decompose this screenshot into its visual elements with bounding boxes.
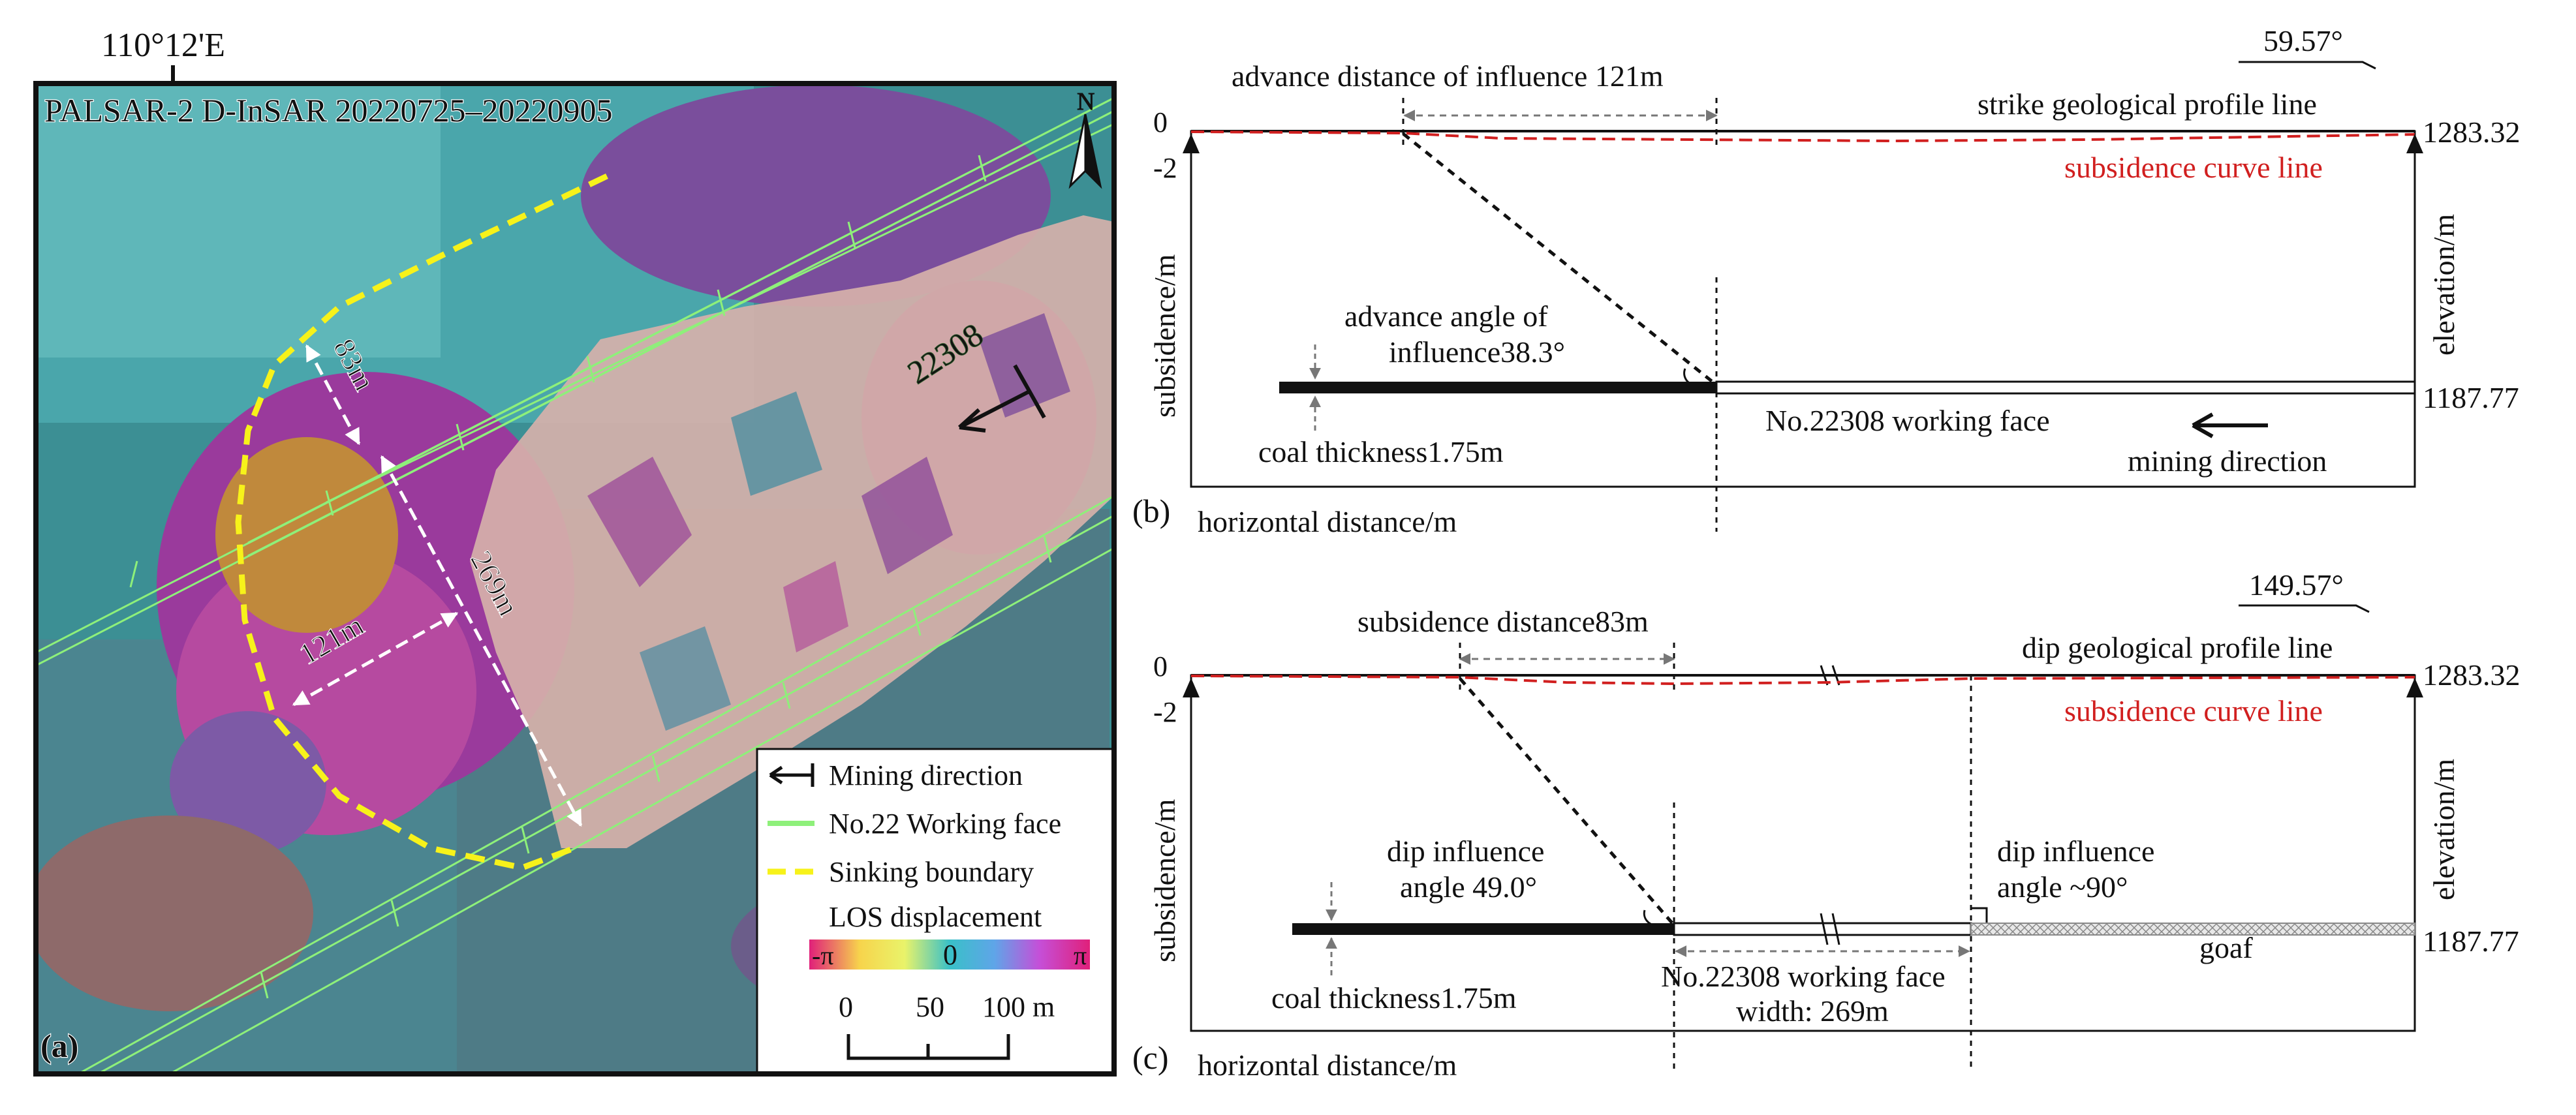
c-elev-bottom: 1187.77: [2423, 924, 2519, 958]
b-working-face-label: No.22308 working face: [1765, 404, 2050, 437]
b-y-right: elevation/m: [2427, 214, 2460, 356]
panel-a-label: (a): [40, 1028, 78, 1064]
panel-b: 59.57° advance distance of influence 121…: [1132, 24, 2521, 538]
mining-direction-arrow: [957, 364, 1046, 433]
c-panel-label: (c): [1132, 1039, 1169, 1076]
scale-100: 100 m: [982, 991, 1055, 1023]
c-dip-right-1: dip influence: [1997, 834, 2154, 868]
c-y-left: subsidence/m: [1148, 799, 1181, 962]
b-profile-line: strike geological profile line: [1978, 87, 2317, 121]
working-face-lower: [78, 495, 1114, 1074]
map-title: PALSAR-2 D-InSAR 20220725–20220905: [44, 92, 612, 129]
b-subsidence-curve: [1190, 130, 2415, 143]
b-working-face: [1715, 380, 2416, 395]
map-border: [33, 81, 1117, 1077]
c-left-axis-arrow: [1183, 678, 1200, 697]
b-mining-direction-arrow: [2192, 412, 2268, 438]
scale-50: 50: [916, 991, 944, 1023]
los-colorbar: [809, 939, 1090, 970]
c-angle-arrow: [2239, 604, 2370, 613]
c-goaf-label: goaf: [2199, 931, 2253, 964]
north-label: N: [1077, 88, 1094, 115]
b-angle-text-2: influence38.3°: [1389, 335, 1565, 369]
c-elev-top: 1283.32: [2423, 658, 2521, 692]
c-dip-left-1: dip influence: [1387, 834, 1544, 868]
c-subsidence-distance: subsidence distance83m: [1358, 605, 1649, 638]
b-right-axis-arrow: [2406, 134, 2423, 153]
working-face-rungs: [129, 155, 1052, 999]
c-profile-line: dip geological profile line: [2022, 631, 2333, 664]
legend-mining-direction: Mining direction: [829, 759, 1023, 791]
panel-a: 110°12'E: [33, 27, 1117, 1077]
b-y-left: subsidence/m: [1148, 254, 1181, 418]
insar-map: 83m 121m 269m 22308 PALSAR-2 D-InSAR 202…: [36, 84, 1114, 1074]
b-angle-label: 59.57°: [2263, 24, 2343, 57]
c-working-face-2: width: 269m: [1736, 994, 1889, 1028]
b-left-axis-arrow: [1183, 134, 1200, 153]
c-y-right: elevation/m: [2427, 759, 2460, 900]
scale-0: 0: [839, 991, 853, 1023]
c-right-axis-arrow: [2406, 678, 2423, 697]
b-mining-direction: mining direction: [2128, 444, 2327, 478]
legend: Mining direction No.22 Working face Sink…: [756, 748, 1114, 1074]
los-zero: 0: [943, 939, 957, 971]
sinking-boundary: [235, 173, 608, 871]
c-subsidence-curve-label: subsidence curve line: [2064, 694, 2323, 727]
los-pos-pi: π: [1074, 941, 1087, 970]
c-working-face-1: No.22308 working face: [1661, 960, 1946, 993]
b-coal-seam: [1279, 382, 1716, 393]
b-advance-distance: advance distance of influence 121m: [1232, 59, 1664, 93]
legend-mining-direction-icon: [769, 763, 815, 787]
c-dip-right-2: angle ~90°: [1997, 870, 2128, 904]
legend-working-face: No.22 Working face: [829, 808, 1061, 840]
b-subsidence-curve-label: subsidence curve line: [2064, 151, 2323, 184]
c-x-label: horizontal distance/m: [1198, 1048, 1457, 1082]
b-tick-zero: 0: [1153, 106, 1168, 138]
b-angle-arrow: [2239, 61, 2376, 70]
c-tick-zero: 0: [1153, 650, 1168, 682]
c-coal-thickness: coal thickness1.75m: [1271, 981, 1517, 1015]
b-influence-line: [1402, 132, 1718, 386]
north-arrow: N: [1068, 88, 1102, 189]
longitude-label: 110°12'E: [101, 27, 225, 64]
goaf-region: [470, 215, 1114, 848]
legend-los-title: LOS displacement: [829, 901, 1042, 933]
c-angle-label: 149.57°: [2249, 568, 2344, 602]
b-elev-bottom: 1187.77: [2423, 381, 2519, 414]
los-neg-pi: -π: [812, 941, 834, 970]
c-subsidence-curve: [1190, 675, 2415, 686]
panel-c: 149.57° subsidence distance83m dip geolo…: [1132, 568, 2521, 1082]
b-angle-text-1: advance angle of: [1344, 299, 1548, 333]
c-dip-left-2: angle 49.0°: [1400, 870, 1537, 904]
b-x-label: horizontal distance/m: [1198, 505, 1457, 538]
b-coal-thickness: coal thickness1.75m: [1258, 435, 1504, 468]
scale-bar: [846, 1034, 1010, 1060]
c-tick-minus2: -2: [1153, 696, 1177, 728]
legend-sinking-boundary: Sinking boundary: [829, 856, 1034, 888]
b-tick-minus2: -2: [1153, 152, 1177, 184]
c-coal-seam: [1292, 923, 1674, 935]
c-influence-line: [1459, 677, 1675, 926]
b-elev-top: 1283.32: [2423, 115, 2521, 149]
b-panel-label: (b): [1132, 493, 1170, 529]
c-goaf: [1970, 923, 2415, 936]
